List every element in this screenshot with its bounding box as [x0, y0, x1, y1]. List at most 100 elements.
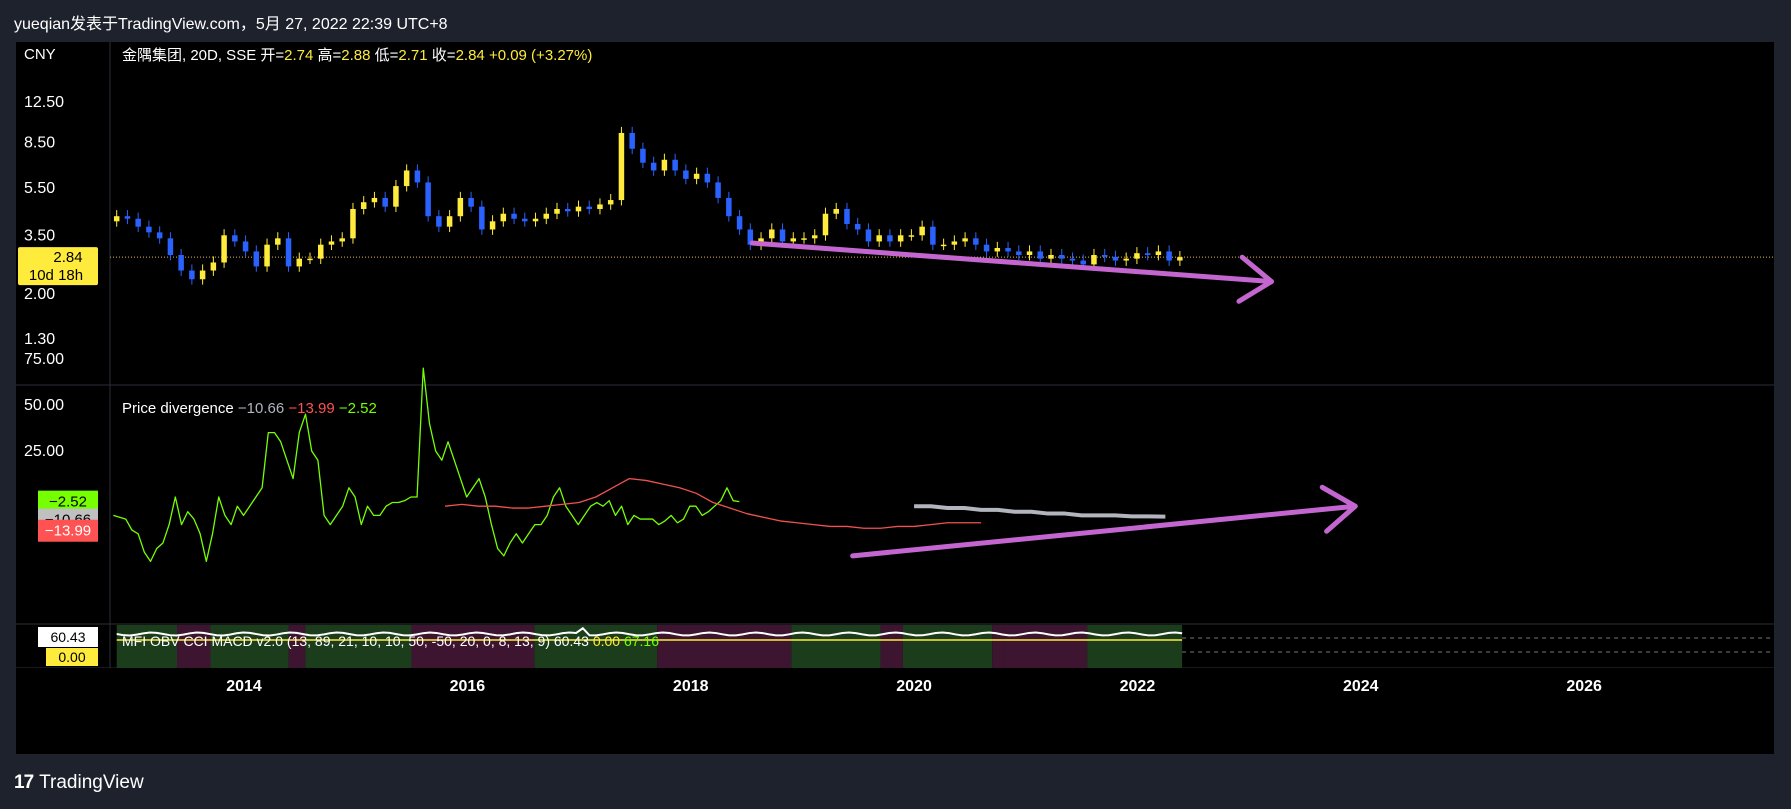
candle-body	[393, 186, 399, 207]
candle-body	[221, 235, 227, 263]
legend-part: 0.00	[593, 633, 624, 649]
candle-body	[1155, 251, 1162, 255]
candle-body	[457, 197, 464, 217]
indicator-trend-arrow-head	[1319, 484, 1358, 534]
candle-body	[1069, 258, 1076, 261]
time-axis-tick: 2022	[1120, 678, 1156, 695]
candle-body	[833, 208, 839, 214]
candle-body	[339, 238, 345, 242]
candle-body	[167, 238, 174, 255]
indicator-value-tag-text: −13.99	[45, 523, 91, 540]
time-axis-tick: 2020	[896, 678, 932, 695]
legend-part: 高=	[318, 47, 342, 64]
candle-body	[1048, 254, 1054, 259]
candle-body	[672, 159, 678, 171]
candle-body	[446, 216, 453, 227]
indicator-series-line	[113, 367, 740, 563]
candle-body	[307, 258, 313, 261]
last-price-tag	[18, 247, 98, 286]
candle-body	[801, 238, 807, 240]
candle-body	[414, 170, 421, 183]
oscillator-legend: MFI OBV CCI MACD v2.0 (13, 89, 21, 10, 1…	[122, 633, 659, 649]
chart-canvas[interactable]: CNY 12.50 8.50 5.50 3.50 2.00 1.30 金隅集团, 20D, S…	[16, 42, 1774, 754]
candle-body	[564, 208, 571, 212]
oscillator-zero-tag-text: 0.00	[58, 649, 85, 665]
indicator-value-tag	[38, 490, 98, 513]
candle-body	[1166, 251, 1172, 261]
candle-body	[371, 197, 378, 203]
candle-body	[940, 244, 947, 247]
candle-body	[543, 213, 550, 219]
legend-part: 2.71	[398, 47, 431, 64]
candle-body	[747, 229, 754, 245]
candle-body	[403, 170, 410, 187]
candle-body	[693, 173, 700, 179]
candle-body	[876, 235, 882, 242]
price-axis-tick: 3.50	[24, 227, 55, 244]
indicator-axis-tick: 25.00	[24, 443, 64, 460]
indicator-legend: Price divergence −10.66 −13.99 −2.52	[122, 400, 377, 417]
price-axis-tick: 2.00	[24, 286, 55, 303]
legend-part: Price divergence	[122, 400, 238, 417]
oscillator-line	[116, 626, 1183, 637]
oscillator-zone	[534, 625, 658, 668]
candle-body	[822, 213, 829, 236]
candle-body	[1101, 254, 1108, 257]
candle-body	[232, 235, 238, 242]
price-axis-tick: 1.30	[24, 331, 55, 348]
candle-body	[522, 218, 528, 222]
tradingview-brand: TradingView	[39, 772, 144, 793]
candle-body	[425, 182, 431, 217]
publish-header: yueqian发表于TradingView.com，5月 27, 2022 22…	[14, 16, 448, 33]
candle-body	[1080, 260, 1086, 265]
oscillator-zone	[880, 625, 903, 668]
tradingview-logo-mark: 17	[14, 772, 34, 793]
candle-body	[607, 200, 614, 205]
candle-body	[296, 258, 303, 267]
candle-body	[897, 235, 904, 242]
tradingview-logo[interactable]: 17 TradingView	[14, 772, 144, 794]
candle-body	[135, 218, 141, 227]
candle-body	[468, 197, 474, 207]
indicator-axis-tick: 75.00	[24, 351, 64, 368]
candle-body	[962, 238, 968, 242]
candle-body	[1112, 256, 1119, 261]
oscillator-zone	[1003, 625, 1088, 668]
candle-body	[317, 244, 324, 259]
legend-part: 2.74	[284, 47, 317, 64]
price-trend-arrow	[749, 240, 1274, 304]
candle-body	[779, 229, 786, 242]
legend-part: 开=	[260, 47, 284, 64]
candle-body	[1005, 248, 1011, 252]
candle-body	[489, 221, 496, 230]
legend-part: 低=	[375, 47, 399, 64]
oscillator-zone	[992, 625, 1004, 668]
candle-body	[382, 197, 388, 207]
legend-part: 2.88	[341, 47, 374, 64]
candle-body	[189, 270, 195, 280]
candle-body	[769, 229, 775, 239]
last-price-value: 2.84	[53, 249, 82, 266]
time-axis-tick: 2018	[673, 678, 709, 695]
candle-body	[919, 226, 925, 236]
legend-part: 2.84	[456, 47, 489, 64]
candle-body	[328, 241, 335, 245]
candle-body	[629, 132, 635, 149]
currency-label: CNY	[24, 46, 56, 63]
candle-body	[736, 216, 743, 230]
time-axis-tick: 2024	[1343, 678, 1379, 695]
candle-body	[1016, 251, 1022, 255]
time-axis-tick: 2016	[450, 678, 486, 695]
candle-body	[597, 204, 603, 209]
indicator-value-tag	[38, 519, 98, 542]
candle-body	[854, 223, 861, 230]
candle-body	[360, 202, 367, 209]
legend-part: MFI OBV CCI MACD v2.0 (13, 89, 21, 10, 1…	[122, 633, 554, 649]
candle-body	[908, 235, 915, 237]
candle-body	[586, 206, 592, 209]
price-trend-arrow-head	[1236, 254, 1274, 304]
candle-body	[1091, 254, 1097, 265]
candle-body	[983, 244, 990, 252]
legend-part: +0.09 (+3.27%)	[489, 47, 592, 64]
candle-body	[532, 218, 539, 222]
